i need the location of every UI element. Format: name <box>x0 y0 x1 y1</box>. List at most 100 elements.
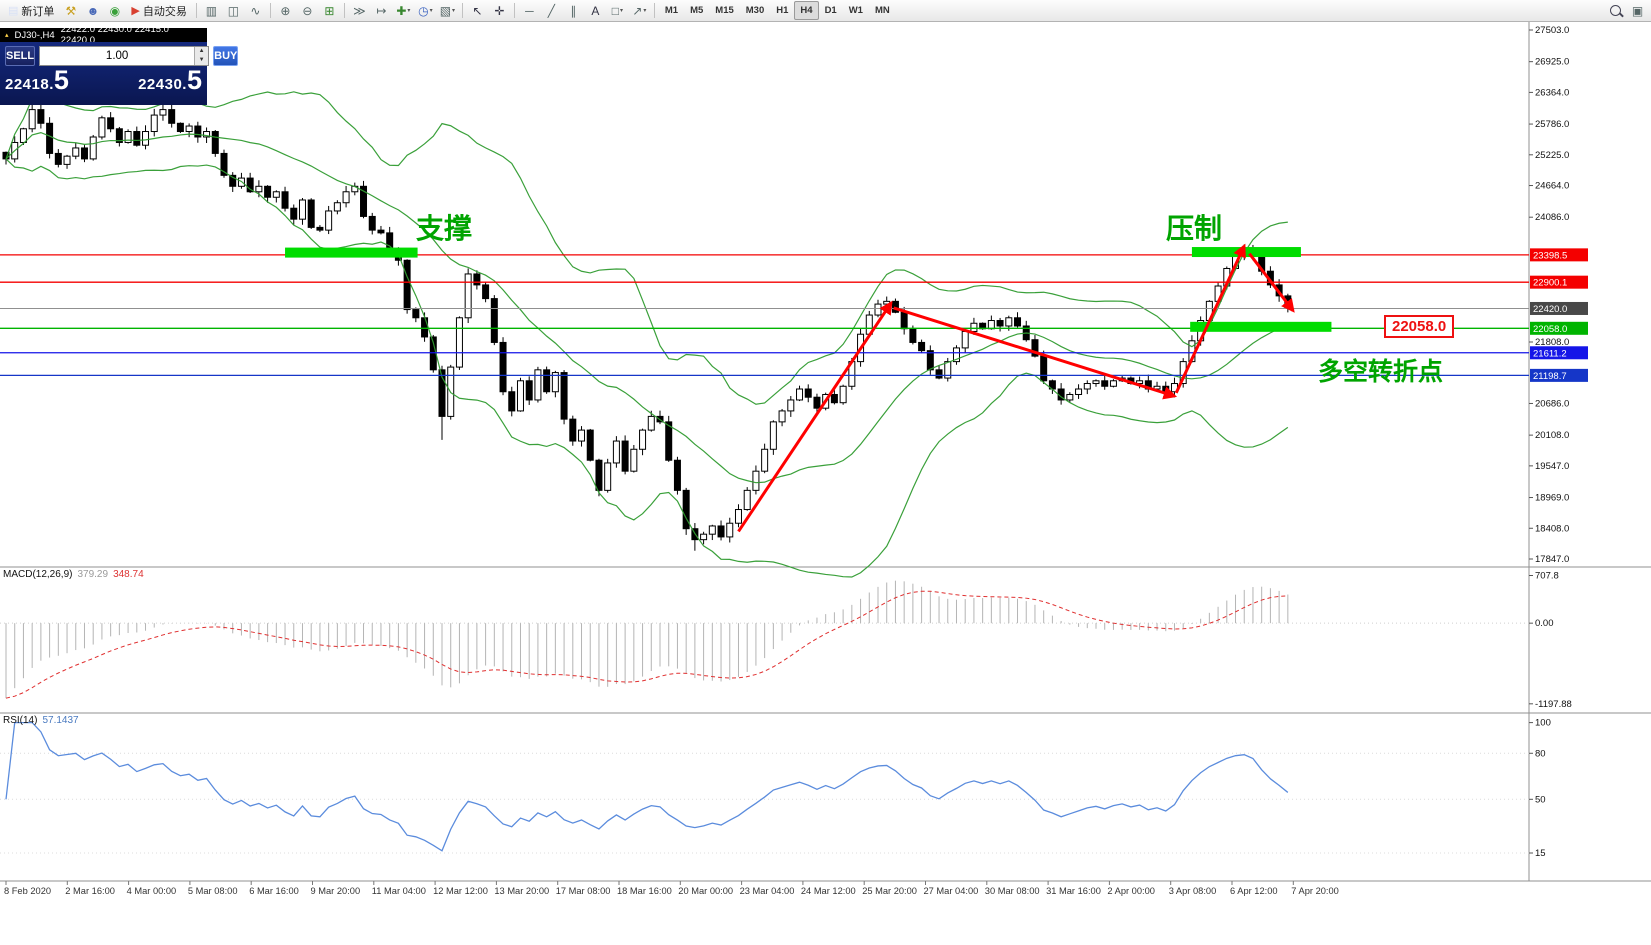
macd-name: MACD(12,26,9) <box>3 569 73 580</box>
sell-price[interactable]: 22418. 5 <box>5 65 69 95</box>
svg-text:4 Mar 00:00: 4 Mar 00:00 <box>127 886 177 896</box>
support-annotation: 支撑 <box>416 213 473 244</box>
buy-price-main: 22430. <box>138 76 187 93</box>
svg-text:18408.0: 18408.0 <box>1535 523 1569 534</box>
timeframe-w1-button[interactable]: W1 <box>848 5 863 16</box>
svg-text:2 Apr 00:00: 2 Apr 00:00 <box>1107 886 1155 896</box>
sell-button[interactable]: SELL <box>5 46 36 66</box>
autotrading-button-label: 自动交易 <box>142 5 187 18</box>
toolbar-separator <box>269 3 271 18</box>
svg-text:21198.7: 21198.7 <box>1533 371 1567 382</box>
dropdown-caret-icon[interactable]: ▾ <box>643 8 647 14</box>
sell-price-big: 5 <box>53 65 69 95</box>
toolbar-separator <box>195 3 197 18</box>
timeframe-m5-button[interactable]: M5 <box>690 5 704 16</box>
chart-symbol-period: DJ30-,H4 <box>14 29 55 41</box>
dropdown-caret-icon[interactable]: ▾ <box>619 8 623 14</box>
dropdown-caret-icon[interactable]: ▾ <box>407 8 411 14</box>
svg-text:24086.0: 24086.0 <box>1535 212 1569 223</box>
cursor-icon[interactable]: ↖ <box>472 3 483 18</box>
periods-icon[interactable]: ◷ ▾ <box>418 3 433 18</box>
svg-text:19547.0: 19547.0 <box>1535 461 1569 472</box>
hline-icon[interactable]: ─ <box>525 3 534 18</box>
candlestick-chart-icon[interactable]: ◫ <box>227 3 240 18</box>
zoom-out-icon[interactable]: ⊖ <box>302 3 313 18</box>
svg-text:25225.0: 25225.0 <box>1535 150 1569 161</box>
volume-input[interactable] <box>40 47 195 65</box>
svg-text:23 Mar 04:00: 23 Mar 04:00 <box>740 886 795 896</box>
trendline-icon[interactable]: ╱ <box>547 3 555 18</box>
svg-text:12 Mar 12:00: 12 Mar 12:00 <box>433 886 488 896</box>
toolbar-separator <box>513 3 515 18</box>
svg-text:3 Apr 08:00: 3 Apr 08:00 <box>1169 886 1217 896</box>
arrows-tool-icon[interactable]: ↗ ▾ <box>632 3 647 18</box>
svg-text:13 Mar 20:00: 13 Mar 20:00 <box>494 886 549 896</box>
line-chart-icon[interactable]: ∿ <box>250 3 261 18</box>
channel-icon[interactable]: ∥ <box>570 3 577 18</box>
svg-text:31 Mar 16:00: 31 Mar 16:00 <box>1046 886 1101 896</box>
timeframe-h1-button[interactable]: H1 <box>776 5 789 16</box>
timeframe-mn-button[interactable]: MN <box>874 5 890 16</box>
buy-price-big: 5 <box>186 65 202 95</box>
timeframe-m15-button[interactable]: M15 <box>715 5 734 16</box>
volume-spinner[interactable]: ▲ ▼ <box>194 47 209 65</box>
dropdown-caret-icon[interactable]: ▾ <box>429 8 433 14</box>
sell-price-main: 22418. <box>5 76 54 93</box>
search-icon[interactable] <box>1605 2 1626 20</box>
rsi-value: 57.1437 <box>42 715 79 726</box>
shapes-icon[interactable]: □ ▾ <box>611 3 623 18</box>
chart-shift-icon[interactable]: ↦ <box>376 3 387 18</box>
autotrading-button[interactable]: ▶ 自动交易 <box>126 2 191 20</box>
zoom-in-icon[interactable]: ⊕ <box>280 3 291 18</box>
one-click-trading-panel: SELL ▲▼ BUY 22418. 5 22430. 5 <box>0 42 239 105</box>
auto-scroll-icon[interactable]: ≫ <box>353 3 366 18</box>
buy-button[interactable]: BUY <box>213 46 239 66</box>
rsi-indicator-label: RSI(14) 57.1437 <box>3 715 79 726</box>
new-order-button[interactable]: ▤ 新订单 <box>3 2 59 20</box>
timeframe-d1-button[interactable]: D1 <box>824 5 837 16</box>
tile-windows-icon[interactable]: ⊞ <box>324 3 335 18</box>
macd-signal-value: 348.74 <box>113 569 144 580</box>
svg-text:30 Mar 08:00: 30 Mar 08:00 <box>985 886 1040 896</box>
timeframe-m1-button[interactable]: M1 <box>664 5 679 16</box>
chart-ohlc-readout: 22422.0 22430.0 22415.0 22420.0 <box>60 24 169 46</box>
indicators-icon[interactable]: ✚ ▾ <box>396 3 411 18</box>
dropdown-caret-icon[interactable]: ▾ <box>452 8 456 14</box>
macd-value: 379.29 <box>77 569 109 580</box>
text-tool-icon[interactable]: A <box>591 3 600 18</box>
svg-text:24664.0: 24664.0 <box>1535 181 1569 192</box>
profile-icon[interactable]: ☻ <box>86 3 100 18</box>
toolbar-separator <box>343 3 345 18</box>
timeframe-m30-button[interactable]: M30 <box>745 5 765 16</box>
svg-text:17 Mar 08:00: 17 Mar 08:00 <box>556 886 611 896</box>
bar-chart-icon[interactable]: ▥ <box>205 3 218 18</box>
toolbar-separator <box>461 3 463 18</box>
svg-text:100: 100 <box>1535 718 1551 729</box>
buy-price[interactable]: 22430. 5 <box>138 65 202 95</box>
crosshair-icon[interactable]: ✛ <box>494 3 505 18</box>
svg-text:5 Mar 08:00: 5 Mar 08:00 <box>188 886 238 896</box>
main-toolbar: ▤ 新订单 ⚒ ☻ ◉ ▶ 自动交易 ▥ ◫ ∿ ⊕ ⊖ ⊞ ≫ ↦ ✚ ▾ ◷ ▾ ▧ ▾ ↖ ✛ ─ ╱ ∥ A □ ▾ ↗ ▾ M1 M5… <box>0 0 1651 22</box>
svg-text:22058.0: 22058.0 <box>1533 324 1567 335</box>
svg-text:25 Mar 20:00: 25 Mar 20:00 <box>862 886 917 896</box>
svg-text:20 Mar 00:00: 20 Mar 00:00 <box>678 886 733 896</box>
svg-text:9 Mar 20:00: 9 Mar 20:00 <box>311 886 361 896</box>
toolbox-icon[interactable]: ⚒ <box>65 3 77 18</box>
sound-icon[interactable]: ◉ <box>109 3 121 18</box>
svg-text:18 Mar 16:00: 18 Mar 16:00 <box>617 886 672 896</box>
contact-icon[interactable]: ▣ <box>1631 3 1644 18</box>
rsi-name: RSI(14) <box>3 715 38 726</box>
pivot-annotation: 多空转折点 <box>1318 358 1444 386</box>
svg-text:0.00: 0.00 <box>1535 618 1554 629</box>
new-order-icon: ▤ <box>8 5 19 17</box>
spin-down-icon[interactable]: ▼ <box>198 57 205 63</box>
svg-text:26925.0: 26925.0 <box>1535 57 1569 68</box>
svg-text:15: 15 <box>1535 848 1546 859</box>
templates-icon[interactable]: ▧ ▾ <box>439 3 456 18</box>
svg-text:22420.0: 22420.0 <box>1533 304 1567 315</box>
timeframe-h4-button[interactable]: H4 <box>794 1 819 20</box>
svg-text:6 Apr 12:00: 6 Apr 12:00 <box>1230 886 1278 896</box>
spin-up-icon[interactable]: ▲ <box>198 48 205 54</box>
